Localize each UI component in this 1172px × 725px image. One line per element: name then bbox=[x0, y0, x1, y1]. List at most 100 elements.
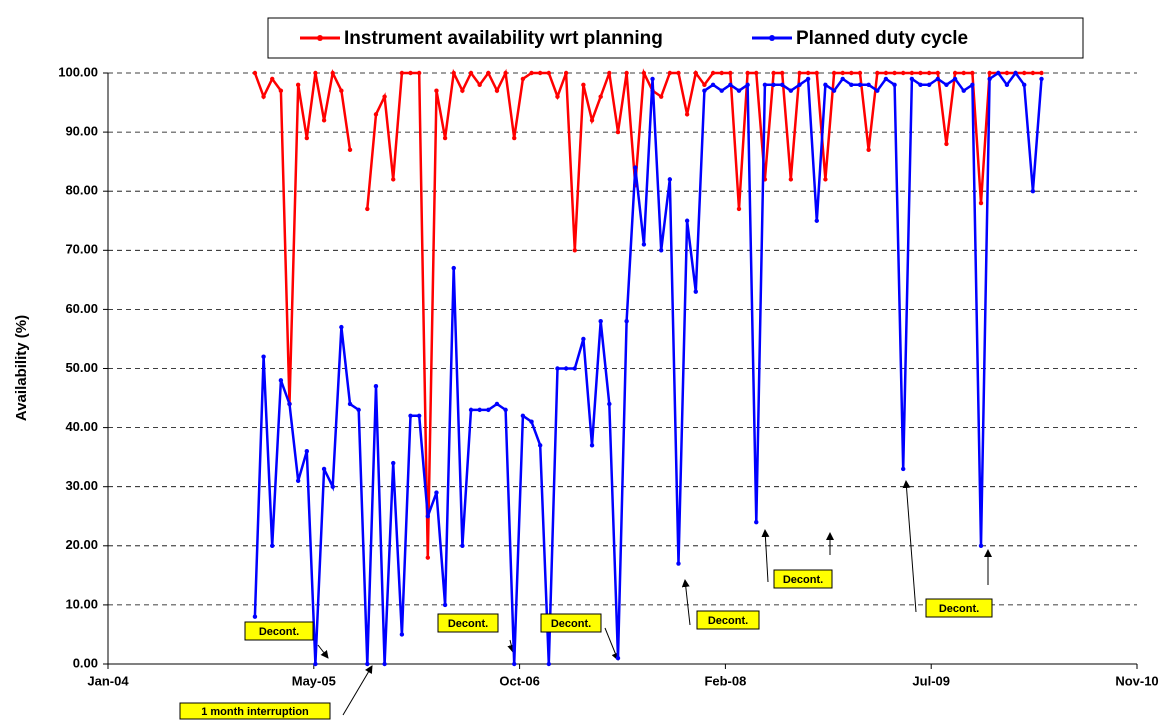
point bbox=[676, 70, 681, 76]
point bbox=[823, 82, 828, 88]
point bbox=[1039, 76, 1044, 82]
point bbox=[728, 70, 733, 76]
point bbox=[589, 443, 595, 448]
point bbox=[356, 407, 361, 413]
x-tick-label: Jan-04 bbox=[87, 673, 129, 688]
point bbox=[425, 514, 431, 519]
arrow bbox=[681, 579, 691, 626]
y-tick-label: 70.00 bbox=[65, 242, 98, 257]
y-tick-label: 100.00 bbox=[58, 64, 98, 79]
point bbox=[684, 218, 690, 223]
point bbox=[347, 147, 353, 153]
series-line bbox=[253, 70, 1043, 665]
point bbox=[347, 401, 353, 407]
legend-marker bbox=[769, 35, 775, 41]
point bbox=[442, 135, 448, 141]
point bbox=[797, 70, 802, 76]
point bbox=[252, 70, 258, 76]
point bbox=[598, 319, 603, 324]
point bbox=[745, 82, 750, 88]
point bbox=[434, 490, 439, 495]
point bbox=[918, 70, 923, 76]
point bbox=[840, 76, 845, 82]
point bbox=[978, 200, 984, 206]
point bbox=[866, 147, 871, 153]
point bbox=[736, 88, 742, 93]
annotation-box bbox=[696, 610, 760, 630]
point bbox=[935, 76, 940, 82]
point bbox=[849, 70, 854, 76]
point bbox=[780, 70, 785, 76]
y-tick-label: 50.00 bbox=[65, 360, 98, 375]
legend-label: Instrument availability wrt planning bbox=[344, 28, 663, 49]
point bbox=[719, 70, 724, 76]
arrow bbox=[342, 665, 373, 716]
point bbox=[382, 661, 387, 667]
point bbox=[823, 177, 828, 182]
point bbox=[615, 129, 621, 135]
point bbox=[416, 413, 422, 418]
x-tick-label: Feb-08 bbox=[704, 673, 746, 688]
point bbox=[1004, 82, 1010, 88]
annotation: Decont. bbox=[783, 574, 823, 586]
point bbox=[313, 661, 318, 667]
point bbox=[365, 206, 370, 212]
point bbox=[641, 242, 647, 247]
point bbox=[961, 70, 966, 76]
point bbox=[416, 70, 422, 76]
point bbox=[494, 401, 500, 407]
point bbox=[295, 82, 301, 88]
point bbox=[520, 76, 526, 82]
point bbox=[693, 289, 698, 294]
point bbox=[408, 70, 413, 76]
point bbox=[684, 112, 690, 117]
arrow bbox=[761, 529, 770, 583]
point bbox=[321, 118, 327, 123]
point bbox=[1022, 82, 1027, 88]
point bbox=[754, 70, 759, 76]
point bbox=[512, 135, 517, 141]
annotation: Decont. bbox=[259, 626, 299, 638]
point bbox=[460, 88, 465, 93]
point bbox=[365, 661, 370, 667]
point bbox=[287, 401, 292, 407]
x-tick-label: May-05 bbox=[292, 673, 336, 688]
point bbox=[849, 82, 854, 88]
y-tick-label: 30.00 bbox=[65, 478, 98, 493]
y-tick-label: 80.00 bbox=[65, 183, 98, 198]
point bbox=[581, 82, 586, 88]
point bbox=[529, 419, 534, 424]
x-tick-label: Oct-06 bbox=[499, 673, 539, 688]
annotation: Decont. bbox=[551, 618, 591, 630]
point bbox=[624, 70, 629, 76]
point bbox=[529, 70, 534, 76]
point bbox=[797, 82, 802, 88]
point bbox=[831, 70, 837, 76]
point bbox=[633, 165, 638, 170]
annotation: Decont. bbox=[708, 615, 748, 627]
point bbox=[641, 70, 647, 76]
point bbox=[546, 661, 552, 667]
point bbox=[399, 70, 405, 76]
point bbox=[944, 82, 949, 88]
annotation: 1 month interruption bbox=[201, 706, 309, 718]
point bbox=[382, 94, 387, 99]
point bbox=[658, 94, 664, 99]
point bbox=[693, 70, 698, 76]
point bbox=[572, 366, 577, 371]
y-tick-label: 40.00 bbox=[65, 419, 98, 434]
point bbox=[961, 88, 966, 93]
point bbox=[1039, 70, 1044, 76]
x-tick-label: Nov-10 bbox=[1115, 673, 1158, 688]
y-tick-label: 90.00 bbox=[65, 124, 98, 139]
point bbox=[304, 449, 310, 454]
point bbox=[295, 478, 301, 483]
point bbox=[408, 413, 413, 418]
point bbox=[926, 82, 932, 88]
point bbox=[875, 70, 880, 76]
point bbox=[425, 555, 431, 560]
point bbox=[278, 378, 284, 383]
point bbox=[313, 70, 318, 76]
arrow bbox=[317, 644, 329, 659]
